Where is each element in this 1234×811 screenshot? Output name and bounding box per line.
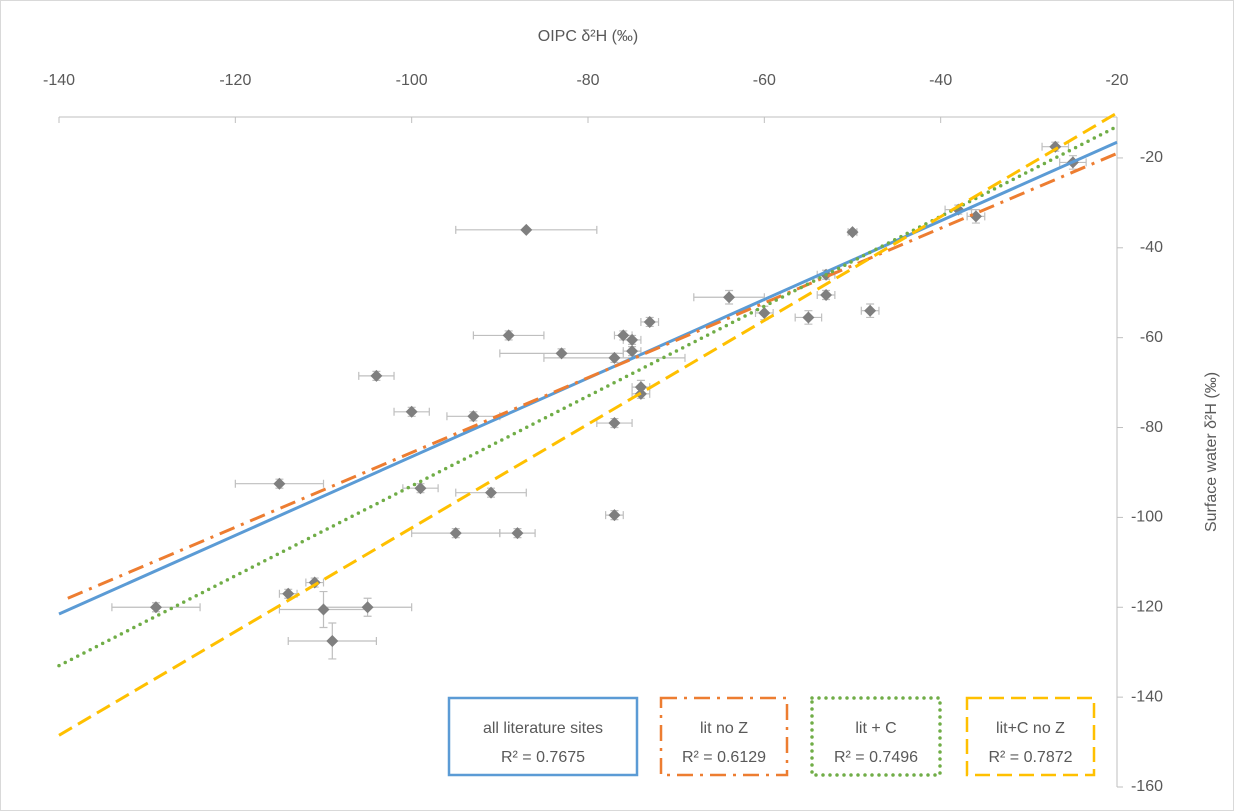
x-tick-label: -120: [219, 72, 251, 89]
data-point: [626, 345, 639, 358]
data-point: [449, 527, 462, 540]
legend-box: [965, 696, 1096, 777]
data-point: [608, 417, 621, 430]
legend-box: [810, 696, 942, 777]
trendline: [67, 152, 1118, 600]
x-tick-label: -20: [1105, 72, 1128, 89]
data-point: [361, 601, 374, 614]
legend-r2: R² = 0.6129: [682, 749, 766, 766]
data-point: [608, 351, 621, 364]
data-point: [467, 410, 480, 423]
y-tick-label: -120: [1131, 598, 1163, 615]
data-point: [520, 223, 533, 236]
data-point: [405, 405, 418, 418]
y-tick-label: -40: [1140, 239, 1163, 256]
data-point: [969, 210, 982, 223]
x-tick-label: -100: [396, 72, 428, 89]
data-point: [802, 311, 815, 324]
legend-label: lit no Z: [700, 720, 748, 737]
data-point: [282, 587, 295, 600]
legend-label: all literature sites: [483, 720, 603, 737]
y-axis-title: Surface water δ²H (‰): [1203, 372, 1220, 532]
data-point: [846, 226, 859, 239]
data-point: [317, 603, 330, 616]
data-point: [758, 306, 771, 319]
data-point: [555, 347, 568, 360]
legend-label: lit+C no Z: [996, 720, 1065, 737]
y-tick-label: -160: [1131, 778, 1163, 795]
legend-r2: R² = 0.7496: [834, 749, 918, 766]
x-tick-label: -80: [576, 72, 599, 89]
legend-r2: R² = 0.7675: [501, 749, 585, 766]
trendline: [57, 124, 1119, 668]
y-tick-label: -100: [1131, 509, 1163, 526]
y-tick-label: -60: [1140, 329, 1163, 346]
data-point: [485, 486, 498, 499]
x-tick-label: -140: [43, 72, 75, 89]
data-point: [634, 381, 647, 394]
legend-r2: R² = 0.7872: [988, 749, 1072, 766]
data-point: [626, 333, 639, 346]
data-point: [511, 527, 524, 540]
data-point: [326, 634, 339, 647]
x-tick-label: -40: [929, 72, 952, 89]
data-point: [414, 482, 427, 495]
x-axis-title: OIPC δ²H (‰): [538, 28, 638, 45]
data-point: [273, 477, 286, 490]
data-point: [502, 329, 515, 342]
trendline: [58, 113, 1118, 737]
x-tick-label: -60: [753, 72, 776, 89]
legend-box: [659, 696, 789, 777]
data-point: [149, 601, 162, 614]
data-point: [370, 369, 383, 382]
y-tick-label: -80: [1140, 419, 1163, 436]
data-point: [864, 304, 877, 317]
legend-label: lit + C: [855, 720, 896, 737]
data-point: [820, 288, 833, 301]
data-point: [723, 291, 736, 304]
data-point: [608, 509, 621, 522]
data-point: [617, 329, 630, 342]
y-tick-label: -140: [1131, 688, 1163, 705]
legend-box: [447, 696, 639, 777]
data-point: [643, 315, 656, 328]
y-tick-label: -20: [1140, 149, 1163, 166]
